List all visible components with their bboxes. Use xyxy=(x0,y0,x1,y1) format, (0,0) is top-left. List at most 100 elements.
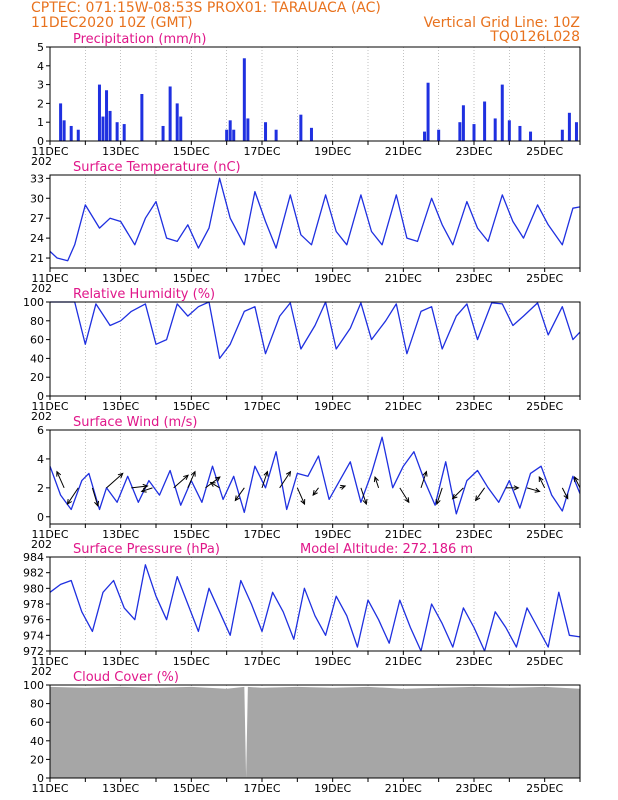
panel-frame xyxy=(49,301,581,397)
y-tick-label: 980 xyxy=(23,582,44,595)
x-tick-label: 23DEC xyxy=(455,272,492,285)
y-tick-label: 1 xyxy=(37,116,44,129)
wind-arrowhead xyxy=(422,470,428,477)
precip-bar xyxy=(225,129,229,141)
precip-bar xyxy=(560,129,564,141)
y-tick-label: 20 xyxy=(30,753,44,766)
y-tick-label: 21 xyxy=(30,252,44,265)
x-tick-label: 13DEC xyxy=(102,782,139,795)
precip-bar xyxy=(76,129,80,141)
y-tick-label: 982 xyxy=(23,567,44,580)
x-year-label: 202 xyxy=(31,155,52,168)
precip-bar xyxy=(483,101,487,141)
x-tick-label: 23DEC xyxy=(455,145,492,158)
precip-bar xyxy=(232,129,236,141)
wind-arrowhead xyxy=(209,481,216,487)
panel-title: Surface Temperature (nC) xyxy=(73,160,241,175)
panel-frame xyxy=(49,684,581,779)
y-tick-label: 0 xyxy=(37,772,44,785)
precip-bar xyxy=(108,110,112,141)
x-tick-label: 23DEC xyxy=(455,782,492,795)
x-tick-label: 13DEC xyxy=(102,272,139,285)
y-tick-label: 100 xyxy=(23,679,44,692)
y-tick-label: 24 xyxy=(30,232,44,245)
precip-bar xyxy=(426,82,430,141)
x-year-label: 202 xyxy=(31,410,52,423)
wind-vector xyxy=(261,471,268,489)
y-tick-label: 0 xyxy=(37,135,44,148)
header-run-time: 11DEC2020 10Z (GMT) xyxy=(31,15,193,31)
wind-arrowhead xyxy=(56,470,62,477)
panel-4: 0 2 4 6 11DEC 13DEC 15DEC 17DEC 19DEC 21DEC 23DEC 2… xyxy=(31,415,581,551)
wind-vector xyxy=(312,487,319,496)
x-tick-label: 13DEC xyxy=(102,655,139,668)
x-tick-label: 25DEC xyxy=(526,145,563,158)
x-tick-label: 13DEC xyxy=(102,400,139,413)
precip-bar xyxy=(437,129,441,141)
x-tick-label: 25DEC xyxy=(526,528,563,541)
x-tick-label: 21DEC xyxy=(385,400,422,413)
y-tick-label: 40 xyxy=(30,735,44,748)
wind-arrowhead xyxy=(435,499,441,506)
y-tick-label: 984 xyxy=(23,551,44,564)
wind-arrowhead xyxy=(234,495,240,502)
precip-bar xyxy=(115,122,119,141)
panel-title: Cloud Cover (%) xyxy=(73,670,179,685)
x-tick-label: 17DEC xyxy=(243,400,280,413)
wind-arrowhead xyxy=(563,493,569,500)
y-tick-label: 0 xyxy=(37,511,44,524)
header-grid-note: Vertical Grid Line: 10Z xyxy=(424,15,580,31)
y-tick-label: 5 xyxy=(37,41,44,54)
panel-title: Precipitation (mm/h) xyxy=(73,32,206,47)
y-tick-label: 27 xyxy=(30,212,44,225)
x-tick-label: 15DEC xyxy=(173,145,210,158)
wind-vector xyxy=(574,476,581,489)
precip-bar xyxy=(458,122,462,141)
y-tick-label: 33 xyxy=(30,172,44,185)
x-tick-label: 19DEC xyxy=(314,145,351,158)
wind-vector xyxy=(360,487,367,505)
precip-bar xyxy=(228,120,232,141)
x-tick-label: 19DEC xyxy=(314,272,351,285)
wind-vector xyxy=(173,474,189,489)
wind-arrowhead xyxy=(66,499,73,506)
wind-arrowhead xyxy=(117,472,124,479)
precip-bar xyxy=(105,90,109,141)
x-tick-label: 11DEC xyxy=(31,400,68,413)
wind-arrowhead xyxy=(285,470,292,477)
x-tick-label: 15DEC xyxy=(173,272,210,285)
wind-arrowhead xyxy=(574,476,579,483)
x-tick-label: 19DEC xyxy=(314,782,351,795)
wind-vector xyxy=(67,487,79,505)
wind-vector xyxy=(561,487,569,499)
panel-title: Relative Humidity (%) xyxy=(73,287,215,302)
precip-bar xyxy=(122,124,126,141)
panel-title: Surface Pressure (hPa) xyxy=(73,542,220,557)
wind-arrowhead xyxy=(538,476,544,483)
wind-vector xyxy=(210,482,220,489)
x-tick-label: 19DEC xyxy=(314,655,351,668)
wind-vector xyxy=(526,487,540,492)
x-tick-label: 19DEC xyxy=(314,400,351,413)
wind-vector xyxy=(399,487,410,503)
precip-bar xyxy=(299,114,303,141)
x-tick-label: 11DEC xyxy=(31,655,68,668)
panel-2: 21 24 27 30 33 11DEC 13DEC 15DEC 17DEC 19DEC 21DEC… xyxy=(30,160,581,295)
wind-vector xyxy=(374,476,380,489)
y-tick-label: 3 xyxy=(37,79,44,92)
precip-bar xyxy=(461,105,465,141)
x-tick-label: 21DEC xyxy=(385,655,422,668)
y-tick-label: 20 xyxy=(30,371,44,384)
y-tick-label: 4 xyxy=(37,60,44,73)
x-tick-label: 15DEC xyxy=(173,655,210,668)
y-tick-label: 2 xyxy=(37,482,44,495)
x-tick-label: 17DEC xyxy=(243,272,280,285)
x-tick-label: 13DEC xyxy=(102,528,139,541)
precip-bar xyxy=(59,103,63,141)
x-tick-label: 19DEC xyxy=(314,528,351,541)
wind-vector xyxy=(436,487,443,505)
precip-bar xyxy=(274,129,278,141)
y-tick-label: 60 xyxy=(30,716,44,729)
x-tick-label: 21DEC xyxy=(385,145,422,158)
panel-5: 972 974 976 978 980 982 984 11DEC 13DEC 15DEC 17DE… xyxy=(23,542,581,678)
